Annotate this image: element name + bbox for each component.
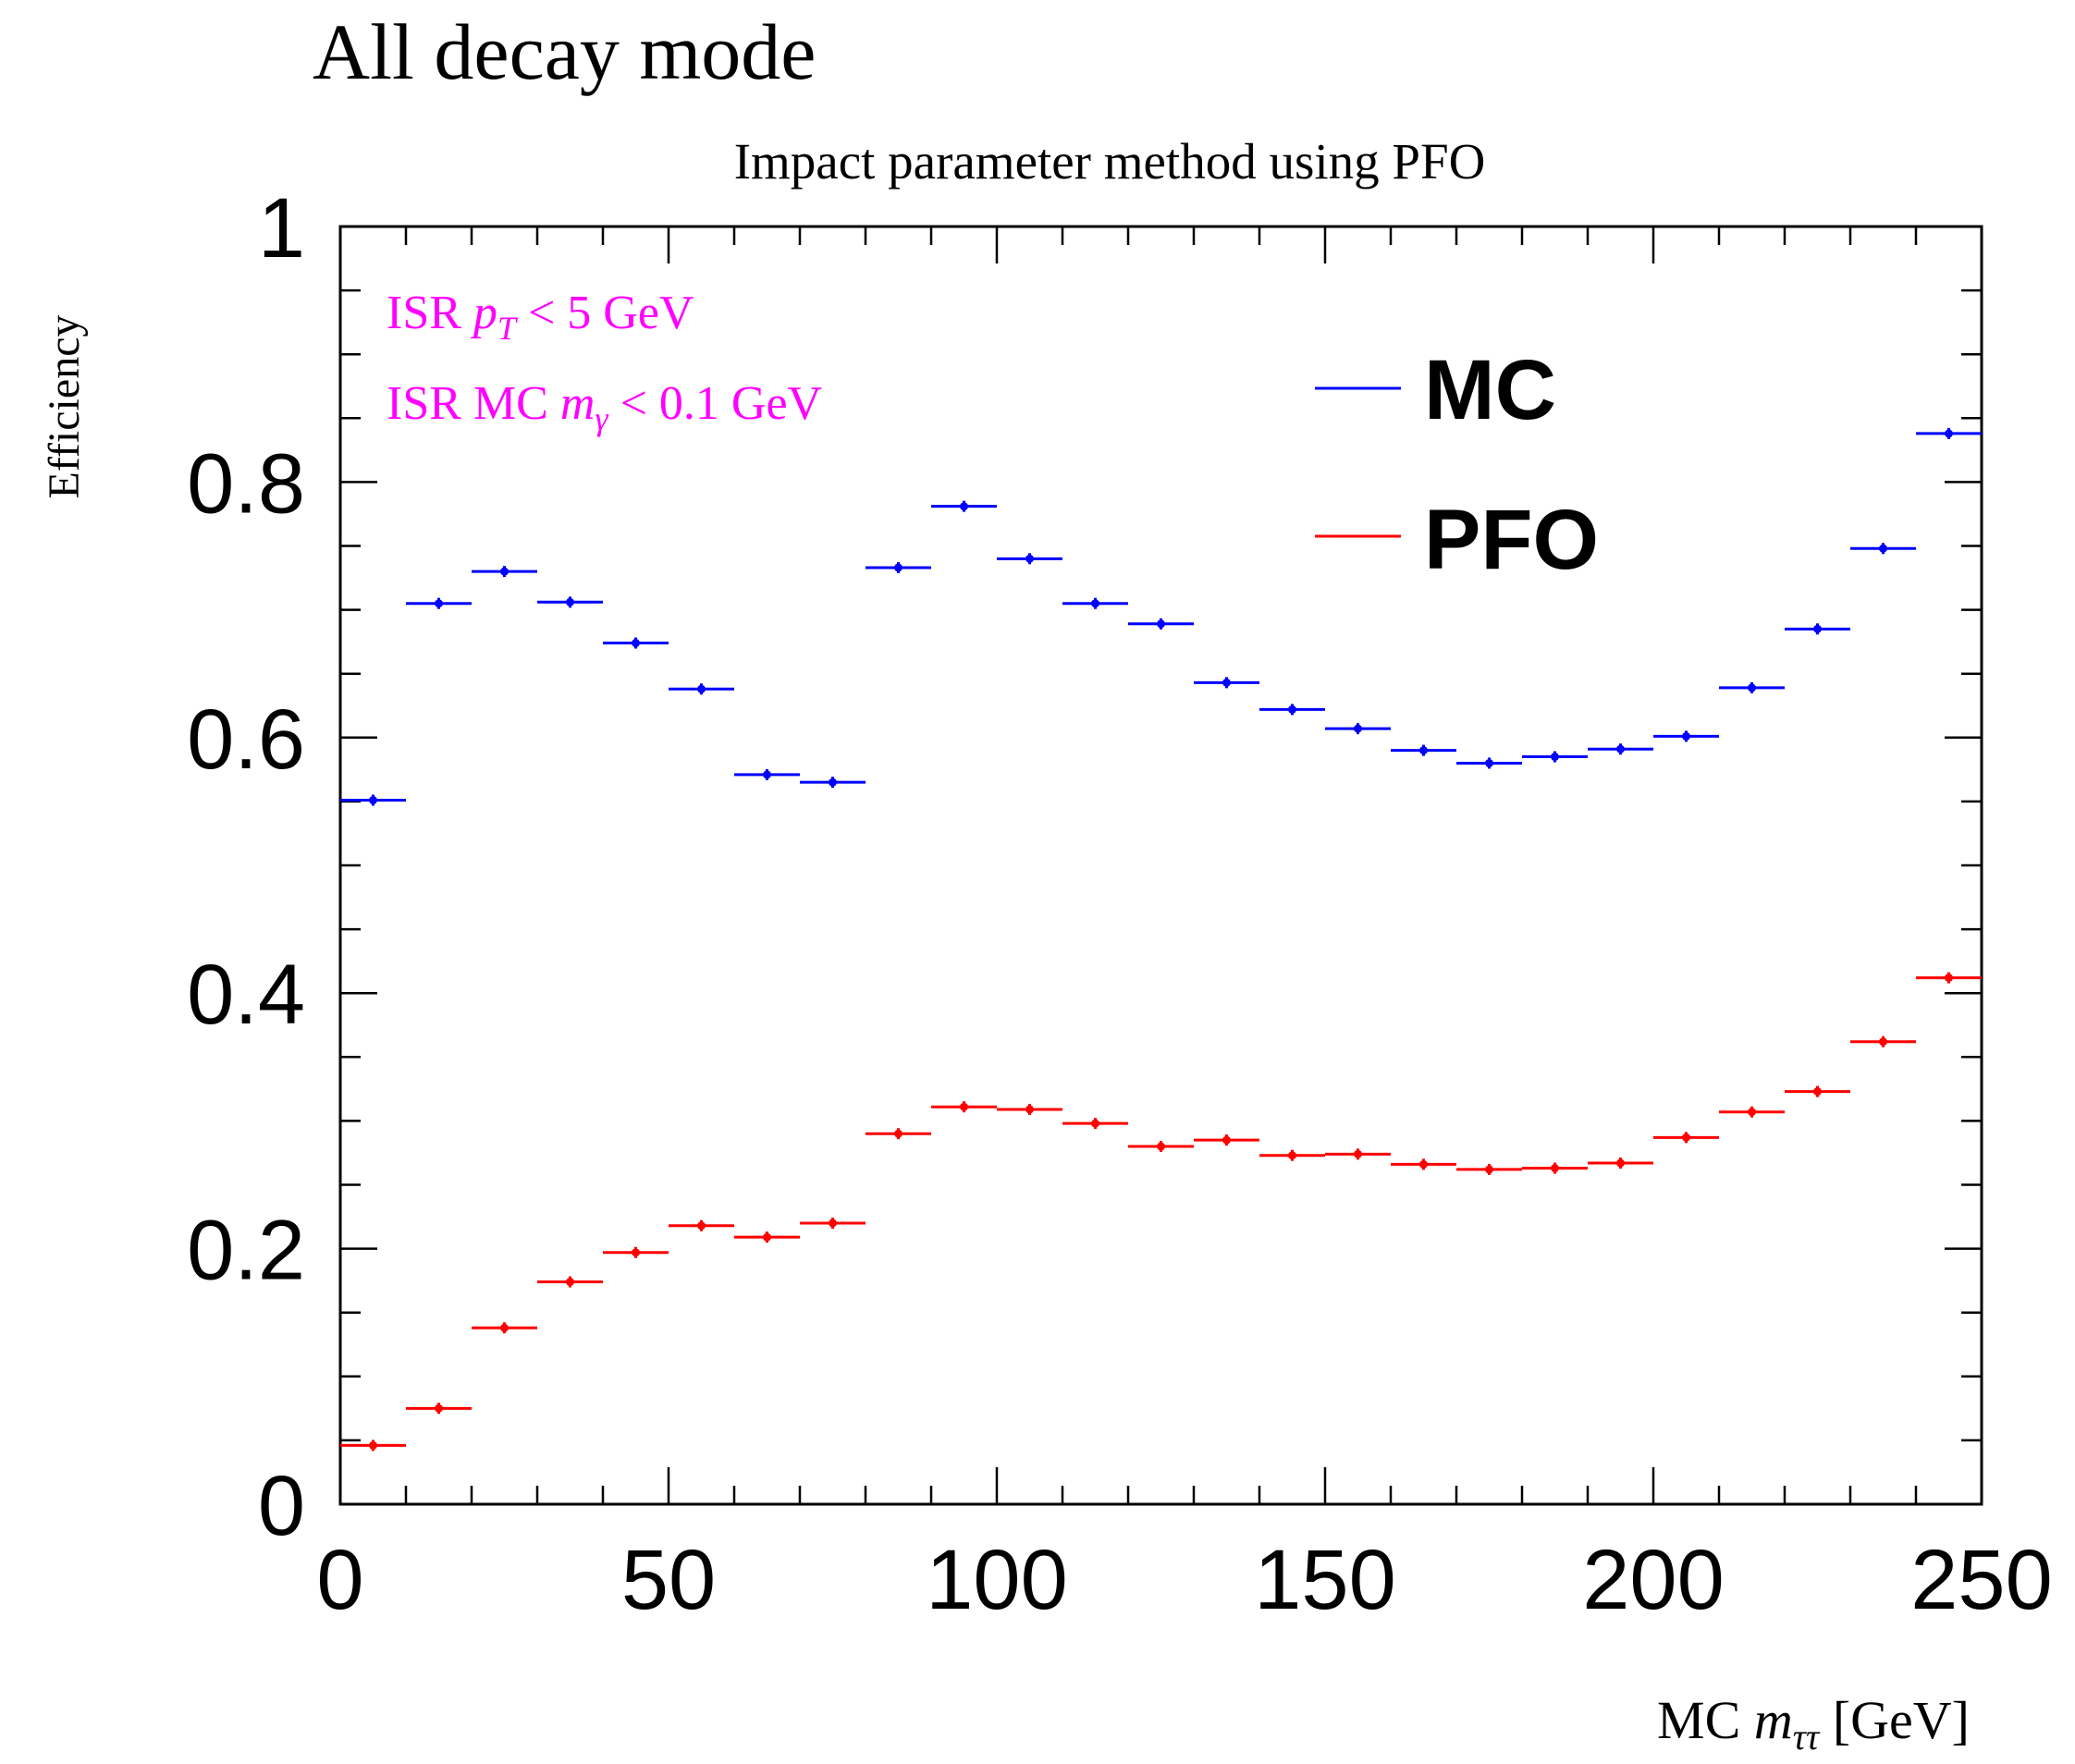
data-point — [632, 1248, 640, 1257]
data-point — [1551, 753, 1559, 762]
y-tick-label: 0.8 — [187, 436, 305, 531]
data-point — [1419, 1159, 1428, 1169]
data-point — [435, 599, 443, 608]
data-point — [697, 1221, 706, 1231]
data-point — [1222, 1135, 1231, 1145]
chart-title: Impact parameter method using PFO — [734, 133, 1486, 190]
axis-tick-labels: 0 50 100 150 200 250 0 0.2 0.4 0.6 0.8 1 — [187, 181, 2053, 1627]
data-point — [1748, 1108, 1756, 1117]
data-point — [632, 639, 640, 648]
data-point — [1616, 744, 1625, 753]
annotation-isr-mgamma-var: m — [560, 377, 595, 430]
annotation-isr-pt-sub: T — [497, 310, 519, 347]
data-point — [1616, 1158, 1625, 1168]
data-point — [1551, 1164, 1559, 1173]
series-pfo — [340, 972, 1982, 1452]
x-axis-label-var: m — [1754, 1690, 1793, 1750]
data-point — [894, 563, 902, 572]
legend-mc-label: MC — [1424, 343, 1556, 437]
data-point — [1288, 704, 1296, 714]
data-point — [1748, 683, 1756, 692]
data-point — [1485, 1165, 1493, 1174]
axis-ticks — [338, 225, 1983, 1506]
x-axis-label-sub: ττ — [1793, 1716, 1821, 1758]
x-tick-label: 50 — [621, 1533, 716, 1627]
data-point — [1157, 1142, 1165, 1151]
data-point — [1682, 731, 1690, 741]
y-tick-label: 0.6 — [187, 692, 305, 787]
y-tick-label: 0.2 — [187, 1204, 305, 1298]
x-tick-label: 0 — [316, 1533, 363, 1627]
svg-text:ISR MC mγ < 0.1 GeV: ISR MC mγ < 0.1 GeV — [387, 377, 822, 437]
data-point — [1945, 974, 1953, 983]
data-point — [1419, 746, 1428, 755]
x-tick-label: 100 — [926, 1533, 1068, 1627]
data-point — [1945, 429, 1953, 438]
data-point — [369, 1440, 377, 1450]
y-tick-label: 0 — [258, 1459, 305, 1553]
annotation-isr-pt: ISR pT < 5 GeV — [387, 287, 694, 347]
data-point — [1091, 599, 1099, 608]
data-point — [1091, 1119, 1099, 1128]
y-tick-label: 1 — [258, 181, 305, 276]
series-mc — [340, 427, 1982, 806]
data-point — [1288, 1151, 1296, 1160]
data-point — [1813, 1087, 1822, 1096]
data-point — [829, 1219, 837, 1228]
x-tick-label: 250 — [1910, 1533, 2053, 1627]
x-axis-label-suffix: [GeV] — [1819, 1690, 1970, 1750]
data-point — [500, 1323, 509, 1332]
data-point — [1879, 544, 1887, 553]
data-point — [566, 1278, 574, 1287]
data-point — [763, 770, 771, 779]
x-tick-label: 150 — [1254, 1533, 1396, 1627]
data-point — [1813, 624, 1822, 633]
data-point — [500, 567, 509, 576]
data-point — [566, 597, 574, 606]
page-heading: All decay mode — [313, 7, 816, 96]
data-point — [1025, 554, 1034, 563]
y-axis-label: Efficiency — [40, 314, 89, 498]
data-point — [435, 1403, 443, 1413]
data-point — [1485, 758, 1493, 767]
svg-text:ISR pT < 5 GeV: ISR pT < 5 GeV — [387, 287, 694, 347]
annotation-isr-mgamma-part0: ISR MC — [387, 377, 560, 430]
data-point — [697, 684, 706, 693]
x-axis-label: MC mττ [GeV] — [1657, 1690, 1970, 1758]
legend: MC PFO — [1315, 343, 1599, 587]
data-point — [1354, 724, 1362, 733]
annotation-isr-pt-part0: ISR — [387, 287, 473, 339]
data-point — [1025, 1105, 1034, 1114]
y-tick-label: 0.4 — [187, 948, 305, 1042]
x-axis-label-prefix: MC — [1657, 1690, 1754, 1750]
data-point — [1682, 1133, 1690, 1142]
x-tick-label: 200 — [1582, 1533, 1725, 1627]
annotation-isr-mgamma: ISR MC mγ < 0.1 GeV — [387, 377, 822, 437]
data-point — [1354, 1149, 1362, 1158]
annotation-isr-pt-rest: < 5 GeV — [516, 287, 694, 339]
legend-pfo-label: PFO — [1424, 493, 1599, 587]
data-point — [960, 1102, 968, 1111]
data-point — [763, 1232, 771, 1242]
data-point — [829, 778, 837, 787]
data-point — [960, 502, 968, 511]
data-marks — [340, 427, 1982, 1452]
data-point — [894, 1129, 902, 1138]
annotation-isr-pt-var: p — [470, 287, 497, 339]
data-point — [369, 796, 377, 805]
data-point — [1222, 678, 1231, 687]
annotation-isr-mgamma-sub: γ — [595, 400, 608, 437]
data-point — [1157, 619, 1165, 629]
data-point — [1879, 1037, 1887, 1047]
annotation-isr-mgamma-rest: < 0.1 GeV — [608, 377, 823, 430]
